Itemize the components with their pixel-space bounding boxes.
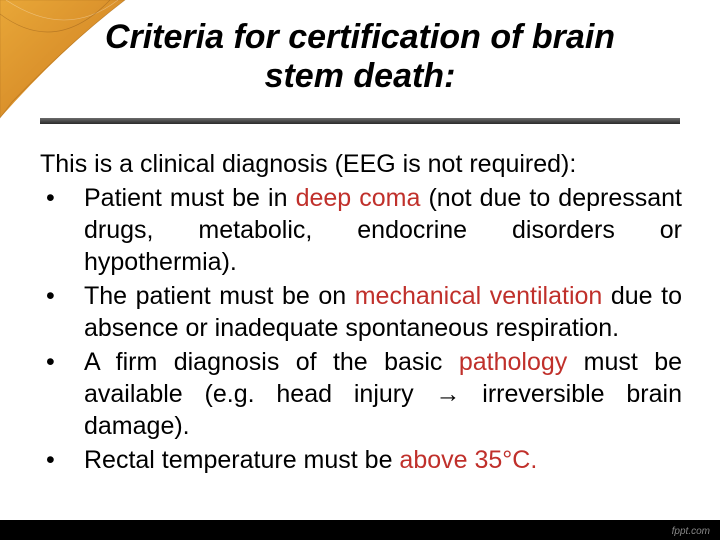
list-item: •The patient must be on mechanical venti… bbox=[40, 280, 682, 344]
bullet-marker: • bbox=[40, 346, 84, 442]
bullet-highlight: pathology bbox=[459, 348, 567, 376]
bullet-pre: Patient must be in bbox=[84, 184, 296, 212]
bullet-highlight: above 35°C. bbox=[399, 446, 537, 474]
bottom-bar bbox=[0, 520, 720, 540]
bullet-text: A firm diagnosis of the basic pathology … bbox=[84, 346, 682, 442]
bullet-text: Patient must be in deep coma (not due to… bbox=[84, 182, 682, 278]
bullet-highlight: mechanical ventilation bbox=[355, 282, 603, 310]
list-item: •Rectal temperature must be above 35°C. bbox=[40, 444, 682, 476]
bullet-pre: The patient must be on bbox=[84, 282, 355, 310]
list-item: •A firm diagnosis of the basic pathology… bbox=[40, 346, 682, 442]
title-line-2: stem death: bbox=[265, 57, 456, 95]
bullet-highlight: deep coma bbox=[296, 184, 421, 212]
intro-text: This is a clinical diagnosis (EEG is not… bbox=[40, 148, 682, 180]
title-line-1: Criteria for certification of brain bbox=[105, 18, 615, 56]
bullet-pre: Rectal temperature must be bbox=[84, 446, 399, 474]
content-area: This is a clinical diagnosis (EEG is not… bbox=[40, 148, 682, 478]
bullet-marker: • bbox=[40, 444, 84, 476]
slide-title: Criteria for certification of brain stem… bbox=[40, 18, 680, 96]
slide: Criteria for certification of brain stem… bbox=[0, 0, 720, 540]
list-item: •Patient must be in deep coma (not due t… bbox=[40, 182, 682, 278]
bullet-pre: A firm diagnosis of the basic bbox=[84, 348, 459, 376]
title-underline bbox=[40, 118, 680, 124]
bullet-marker: • bbox=[40, 182, 84, 278]
bullet-list: •Patient must be in deep coma (not due t… bbox=[40, 182, 682, 476]
bullet-marker: • bbox=[40, 280, 84, 344]
watermark: fppt.com bbox=[672, 526, 710, 537]
bullet-text: Rectal temperature must be above 35°C. bbox=[84, 444, 682, 476]
bullet-text: The patient must be on mechanical ventil… bbox=[84, 280, 682, 344]
